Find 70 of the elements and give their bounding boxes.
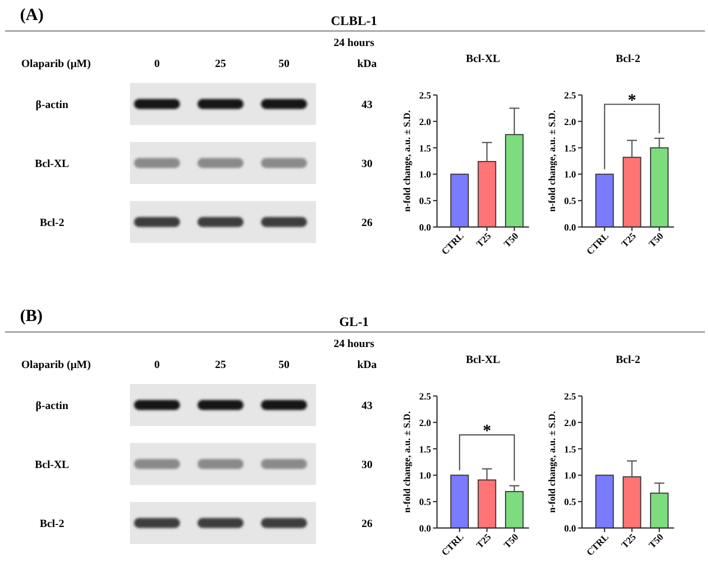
- text: 24 hours: [334, 338, 376, 350]
- y-tick-label: 1.0: [564, 472, 576, 482]
- y-tick-label: 0.0: [419, 224, 432, 234]
- y-tick-label: 2.0: [419, 118, 432, 128]
- y-axis-title: n-fold change, a.u. ± S.D.: [548, 110, 558, 212]
- text: CLBL-1: [330, 13, 378, 28]
- y-axis-title: n-fold change, a.u. ± S.D.: [403, 110, 413, 212]
- category-label: β-actin: [36, 400, 68, 412]
- text: (B): [20, 306, 43, 325]
- text: Olaparib (μM): [21, 58, 92, 70]
- category-label: Bcl-2: [40, 217, 64, 229]
- category-label: 50: [278, 58, 290, 70]
- category-label: β-actin: [36, 99, 68, 111]
- y-tick-label: 2.5: [419, 92, 432, 102]
- category-label: 50: [278, 359, 290, 371]
- y-tick-label: 0.5: [419, 498, 432, 508]
- text: GL-1: [339, 314, 369, 329]
- x-tick-label: T25: [475, 231, 494, 250]
- y-tick-label: 2.5: [564, 92, 576, 102]
- y-tick-label: 2.5: [419, 392, 432, 402]
- category-label: 25: [215, 359, 226, 371]
- category-label: 43: [362, 400, 372, 412]
- y-tick-label: 0.0: [564, 224, 576, 234]
- y-tick-label: 1.5: [564, 144, 576, 154]
- y-tick-label: 2.0: [564, 418, 576, 429]
- x-tick-label: T25: [620, 532, 639, 551]
- x-tick-label: T50: [502, 532, 522, 551]
- y-tick-label: 1.5: [419, 445, 432, 456]
- text: (A): [20, 5, 44, 24]
- y-axis-title: n-fold change, a.u. ± S.D.: [403, 411, 413, 513]
- category-label: 30: [362, 158, 372, 170]
- category-label: Bcl-2: [40, 518, 64, 530]
- annotation: *: [482, 420, 492, 440]
- y-tick-label: 1.0: [419, 472, 432, 482]
- x-tick-label: T25: [620, 231, 639, 250]
- y-tick-label: 1.5: [564, 445, 576, 456]
- x-tick-label: T50: [648, 532, 666, 551]
- y-tick-label: 0.0: [419, 524, 432, 534]
- y-axis-title: n-fold change, a.u. ± S.D.: [548, 411, 558, 513]
- y-tick-label: 1.5: [419, 144, 432, 154]
- chart-title: Bcl-2: [616, 354, 641, 366]
- text: 24 hours: [334, 37, 376, 49]
- x-tick-label: T50: [502, 231, 522, 250]
- y-tick-label: 0.5: [564, 498, 576, 508]
- chart-title: Bcl-2: [616, 53, 641, 65]
- category-label: 0: [154, 58, 160, 70]
- y-tick-label: 0.5: [419, 197, 432, 208]
- y-tick-label: 2.0: [564, 118, 576, 128]
- y-tick-label: 2.0: [419, 418, 432, 429]
- category-label: 25: [215, 58, 226, 70]
- y-tick-label: 1.0: [419, 170, 432, 181]
- text: Olaparib (μM): [21, 359, 92, 371]
- text: kDa: [357, 58, 378, 70]
- annotation: *: [628, 90, 636, 110]
- category-label: 26: [362, 217, 372, 229]
- y-tick-label: 0.5: [564, 197, 576, 208]
- text: kDa: [357, 359, 378, 371]
- y-tick-label: 1.0: [564, 170, 576, 181]
- y-tick-label: 0.0: [564, 524, 576, 534]
- category-label: 43: [362, 99, 372, 111]
- chart-title: Bcl-XL: [466, 354, 500, 366]
- category-label: 26: [362, 518, 372, 530]
- category-label: Bcl-XL: [34, 459, 70, 471]
- category-label: 0: [154, 359, 160, 371]
- chart-title: Bcl-XL: [466, 53, 500, 65]
- x-tick-label: T25: [475, 532, 494, 551]
- category-label: Bcl-XL: [34, 158, 70, 170]
- y-tick-label: 2.5: [564, 392, 576, 402]
- x-tick-label: T50: [648, 231, 666, 250]
- category-label: 30: [362, 459, 372, 471]
